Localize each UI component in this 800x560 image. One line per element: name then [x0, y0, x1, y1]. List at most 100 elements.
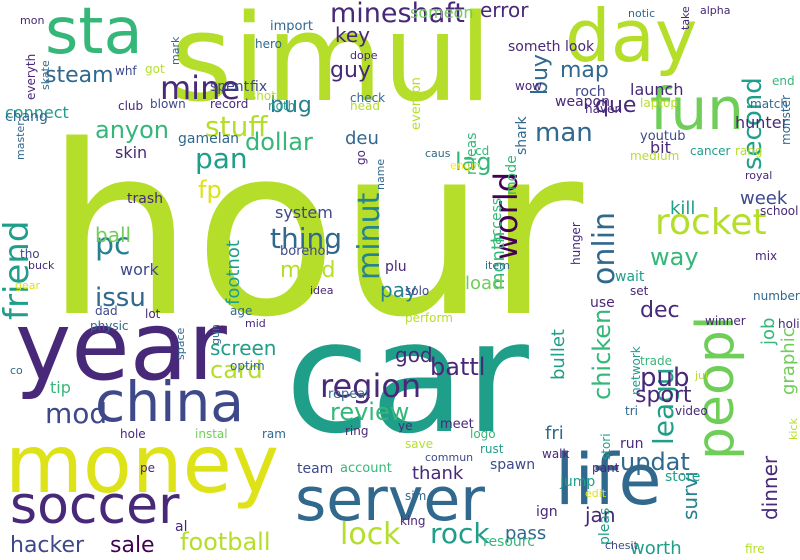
word-spawn: spawn — [490, 457, 536, 473]
word-tho: tho — [20, 247, 40, 261]
word-ram: ram — [262, 427, 286, 441]
word-fire: fire — [745, 542, 765, 556]
word-connect: connect — [5, 103, 69, 122]
word-bullet: bullet — [548, 329, 569, 380]
word-bug: bug — [270, 93, 312, 118]
word-save: save — [405, 437, 434, 451]
word-chesit: chesit — [605, 539, 638, 552]
word-record: record — [210, 97, 249, 111]
word-pc: pc — [95, 227, 131, 262]
word-everyon: everyon — [409, 77, 424, 130]
word-ye: ye — [398, 419, 413, 433]
word-spent: spent — [210, 79, 250, 95]
word-dad: dad — [95, 304, 118, 318]
word-car: car — [285, 287, 529, 468]
word-rang: rang — [735, 144, 763, 158]
word-alpha: alpha — [700, 4, 731, 17]
word-go: go — [354, 150, 368, 165]
word-space: space — [174, 327, 187, 360]
word-key: key — [335, 23, 371, 47]
word-server: server — [295, 465, 485, 535]
word-skin: skin — [115, 143, 148, 162]
word-shot: shot — [250, 89, 276, 103]
word-video: video — [675, 404, 708, 418]
word-thank: thank — [412, 463, 464, 484]
word-fri: fri — [545, 423, 564, 444]
word-sport: sport — [635, 383, 692, 408]
word-chicken: chicken — [588, 308, 616, 400]
word-system: system — [275, 203, 333, 222]
word-trade: trade — [640, 354, 672, 368]
word-optim: optim — [230, 359, 265, 373]
word-review: review — [330, 398, 410, 426]
word-skate: skate — [39, 60, 52, 90]
word-haven: haven — [585, 102, 623, 116]
word-school: school — [760, 204, 799, 218]
word-kill: kill — [670, 198, 696, 219]
word-roch: roch — [575, 84, 606, 100]
word-gamelan: gamelan — [178, 131, 240, 147]
word-repeat: repeat — [328, 387, 371, 402]
word-issu: issu — [95, 283, 146, 313]
word-pant: pant — [592, 461, 620, 475]
word-steam: steam — [45, 63, 114, 88]
word-sale: sale — [110, 533, 155, 558]
word-medium: medium — [630, 149, 680, 163]
word-cancer: cancer — [690, 144, 731, 158]
word-pay: pay — [380, 278, 417, 302]
word-jul: jul — [695, 369, 709, 382]
word-age: age — [230, 304, 253, 318]
word-import: import — [270, 19, 313, 34]
word-match: match — [750, 97, 788, 111]
word-stori: stori — [599, 433, 613, 460]
word-got: got — [145, 62, 165, 76]
word-footnot: footnot — [223, 240, 244, 305]
word-bit: bit — [650, 138, 671, 157]
word-mon: mon — [20, 14, 45, 27]
word-logo: logo — [470, 427, 496, 441]
word-head: head — [350, 99, 380, 113]
word-rust: rust — [480, 442, 504, 456]
word-caus: caus — [425, 147, 451, 160]
word-wow: wow — [515, 79, 542, 93]
word-blown: blown — [150, 97, 186, 111]
word-store: store — [665, 469, 701, 485]
word-resourc: resourc — [483, 534, 535, 550]
word-use: use — [590, 295, 615, 311]
word-week: week — [740, 188, 788, 209]
word-football: football — [180, 528, 271, 556]
word-hour: hour — [45, 96, 584, 369]
word-fix: fix — [250, 79, 268, 95]
word-item: item — [485, 259, 510, 272]
word-screen: screen — [210, 336, 277, 360]
word-instal: instal — [195, 427, 228, 441]
word-sim: sim — [405, 489, 427, 503]
word-way: way — [650, 243, 699, 271]
word-hunger: hunger — [569, 222, 583, 265]
word-holi: holi — [778, 317, 800, 331]
word-mineshaft: mineshaft — [330, 0, 465, 29]
word-hero: hero — [255, 37, 282, 51]
word-fun: fun — [650, 75, 744, 143]
word-lock: lock — [340, 517, 401, 552]
word-que: que — [595, 93, 637, 118]
word-perform: perform — [405, 311, 453, 325]
word-wait: wait — [615, 269, 645, 285]
word-whf: whf — [115, 64, 137, 78]
word-job: job — [758, 317, 779, 345]
word-borehol: borehol — [280, 244, 330, 259]
word-number: number — [753, 289, 800, 303]
word-someon: someon — [410, 3, 474, 22]
word-shark: shark — [514, 116, 530, 155]
word-mode: mode — [504, 155, 520, 195]
word-take: take — [679, 6, 692, 30]
word-master: master — [14, 121, 27, 160]
word-hacker: hacker — [10, 533, 85, 558]
word-engin: engin — [450, 159, 481, 172]
word-noth: noth — [268, 99, 296, 113]
word-gear: gear — [15, 279, 41, 292]
word-year: year — [15, 292, 227, 402]
word-money: money — [5, 418, 280, 511]
word-sta: sta — [45, 0, 143, 69]
word-man: man — [535, 118, 593, 148]
